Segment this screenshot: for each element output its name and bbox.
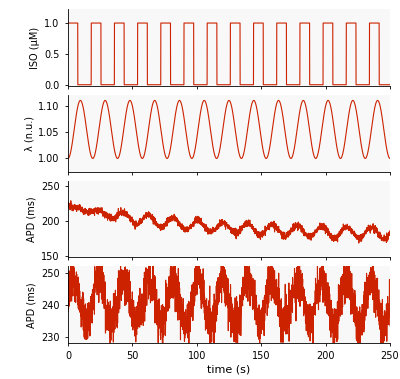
Y-axis label: APD (ms): APD (ms) — [27, 282, 37, 327]
X-axis label: time (s): time (s) — [207, 364, 251, 374]
Y-axis label: ISO (μM): ISO (μM) — [30, 27, 40, 69]
Y-axis label: APD (ms): APD (ms) — [27, 196, 37, 242]
Y-axis label: λ (n.u.): λ (n.u.) — [24, 116, 34, 151]
